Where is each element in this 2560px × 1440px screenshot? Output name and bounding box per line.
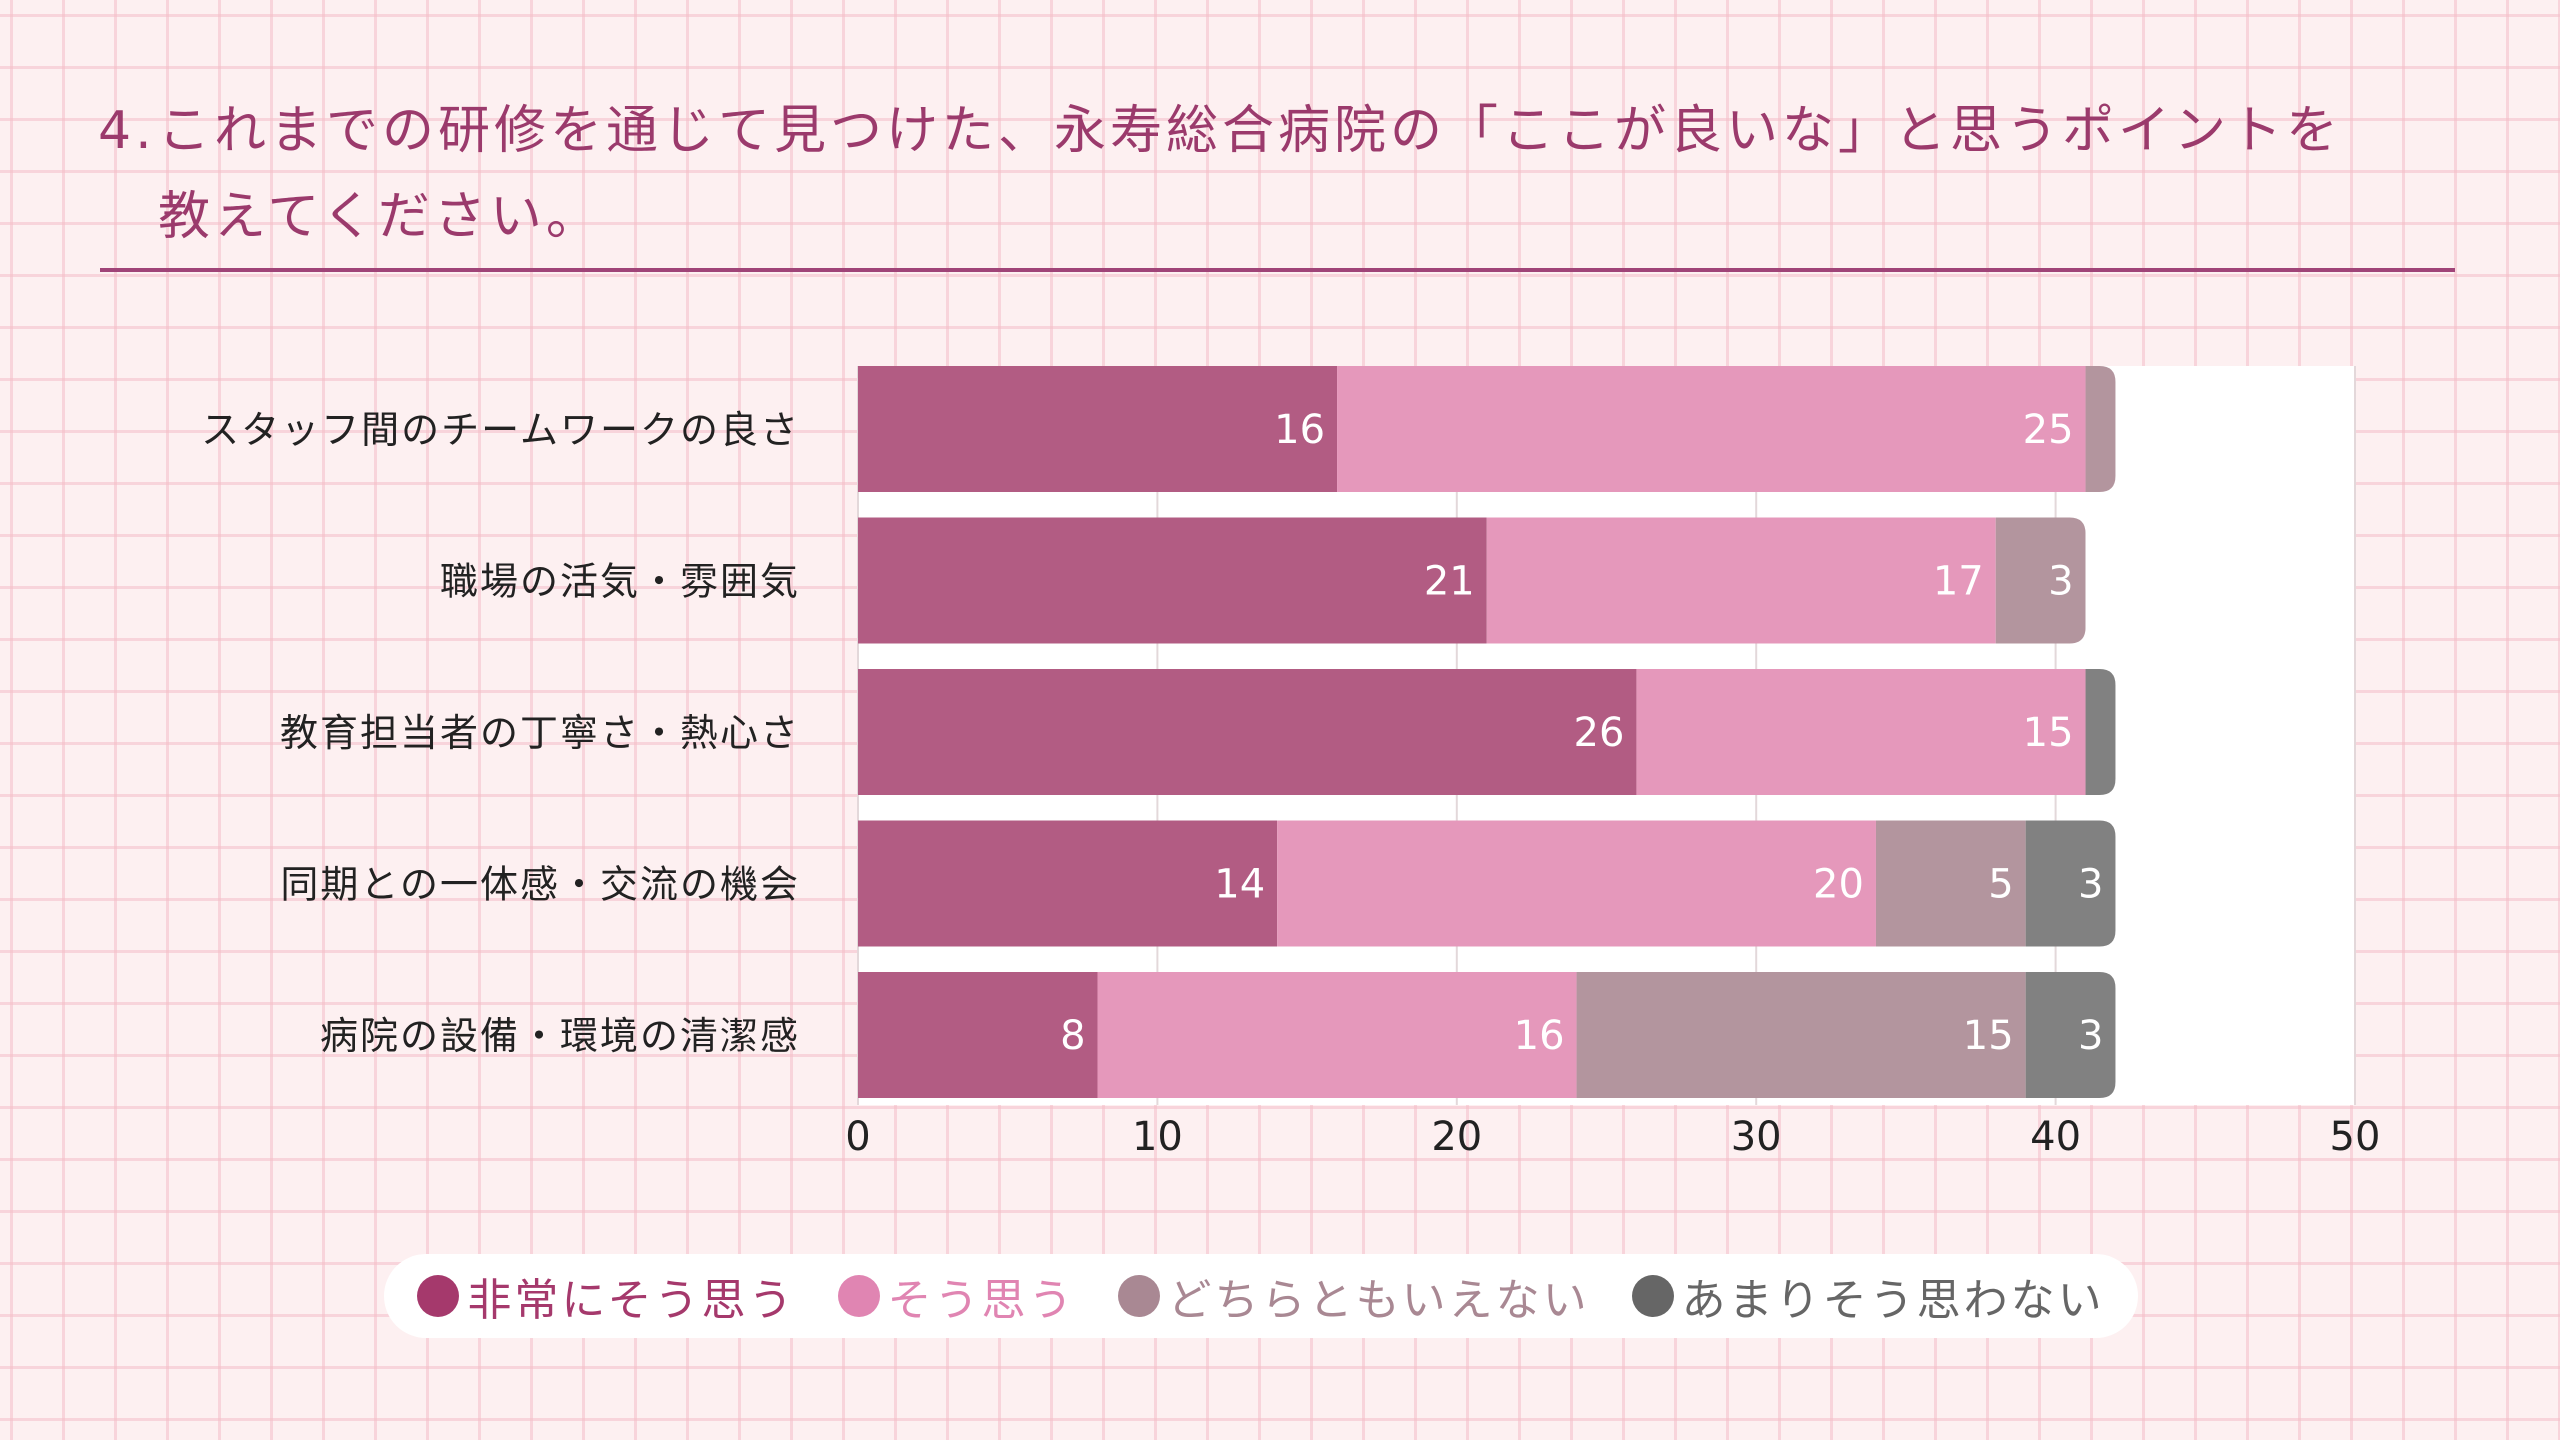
bar-segment [2085, 669, 2116, 795]
x-tick-label: 50 [2330, 1114, 2381, 1160]
data-label: 3 [2048, 559, 2073, 605]
data-label: 5 [1988, 862, 2013, 908]
bar-row [858, 517, 2086, 644]
data-label: 15 [1963, 1013, 2014, 1059]
bar-segment [2025, 972, 2116, 1098]
bar-segment [858, 366, 1338, 492]
bar-row [858, 669, 2116, 795]
title-line-1: これまでの研修を通じて見つけた、永寿総合病院の「ここが良いな」と思うポイントを [158, 101, 2343, 161]
bar-row [858, 972, 2116, 1098]
title-line-2: 教えてください。 [158, 187, 602, 247]
bar-segment [1097, 972, 1577, 1098]
legend-item: あまりそう思わない [1631, 1264, 2105, 1328]
legend-item: どちらともいえない [1117, 1264, 1590, 1328]
bar-segment [1875, 820, 2026, 947]
legend-label: どちらともいえない [1167, 1275, 1590, 1326]
x-tick-label: 10 [1132, 1114, 1183, 1160]
title-divider [100, 268, 2455, 272]
x-tick-label: 30 [1731, 1114, 1782, 1160]
data-label: 26 [1574, 710, 1625, 756]
category-label: 病院の設備・環境の清潔感 [320, 1014, 800, 1058]
bar-segment [1277, 820, 1876, 947]
bar-segment [858, 972, 1098, 1098]
data-label: 16 [1274, 407, 1325, 453]
data-label: 3 [2078, 1013, 2103, 1059]
category-label: 教育担当者の丁寧さ・熱心さ [280, 711, 800, 755]
bar-segment [1576, 972, 2026, 1098]
x-tick-label: 40 [2030, 1114, 2081, 1160]
legend-label: あまりそう思わない [1681, 1275, 2105, 1326]
data-label: 15 [2023, 710, 2074, 756]
bar-segment [1486, 517, 1996, 644]
page-title: 4.これまでの研修を通じて見つけた、永寿総合病院の「ここが良いな」と思うポイント… [98, 88, 2398, 260]
bar-segment [1995, 517, 2086, 644]
stacked-bar-chart: 0 10 20 30 40 50 スタッフ間のチームワークの良さ 16 25 職場の活気・雰囲気 2… [201, 366, 2381, 1160]
bar-segment [2085, 366, 2116, 492]
legend-item: 非常にそう思う [417, 1264, 795, 1328]
legend-item: そう思う [837, 1264, 1076, 1328]
bar-row [858, 366, 2116, 492]
bar-segment [858, 669, 1637, 795]
bar-segment [858, 820, 1278, 947]
legend-label: そう思う [887, 1275, 1076, 1326]
legend-swatch [417, 1275, 460, 1317]
data-label: 14 [1214, 862, 1265, 908]
legend-label: 非常にそう思う [467, 1275, 796, 1326]
data-label: 17 [1933, 559, 1984, 605]
legend-swatch [1631, 1275, 1674, 1317]
bar-segment [858, 517, 1487, 644]
legend-swatch [1117, 1275, 1160, 1317]
x-tick-label: 0 [845, 1114, 870, 1160]
x-tick-label: 20 [1431, 1114, 1482, 1160]
bar-segment [1636, 669, 2086, 795]
category-label: スタッフ間のチームワークの良さ [201, 408, 800, 452]
bar-segment [2025, 820, 2116, 947]
data-label: 21 [1424, 559, 1475, 605]
data-label: 25 [2023, 407, 2074, 453]
data-label: 3 [2078, 862, 2103, 908]
chart-legend: 非常にそう思う そう思う どちらともいえない あまりそう思わない [384, 1254, 2138, 1338]
bar-segment [1337, 366, 2086, 492]
category-label: 同期との一体感・交流の機会 [280, 863, 800, 907]
category-label: 職場の活気・雰囲気 [440, 560, 800, 604]
data-label: 20 [1813, 862, 1864, 908]
question-number: 4. [98, 101, 156, 161]
legend-swatch [837, 1275, 880, 1317]
data-label: 8 [1060, 1013, 1085, 1059]
data-label: 16 [1514, 1013, 1565, 1059]
bar-row [858, 820, 2116, 947]
